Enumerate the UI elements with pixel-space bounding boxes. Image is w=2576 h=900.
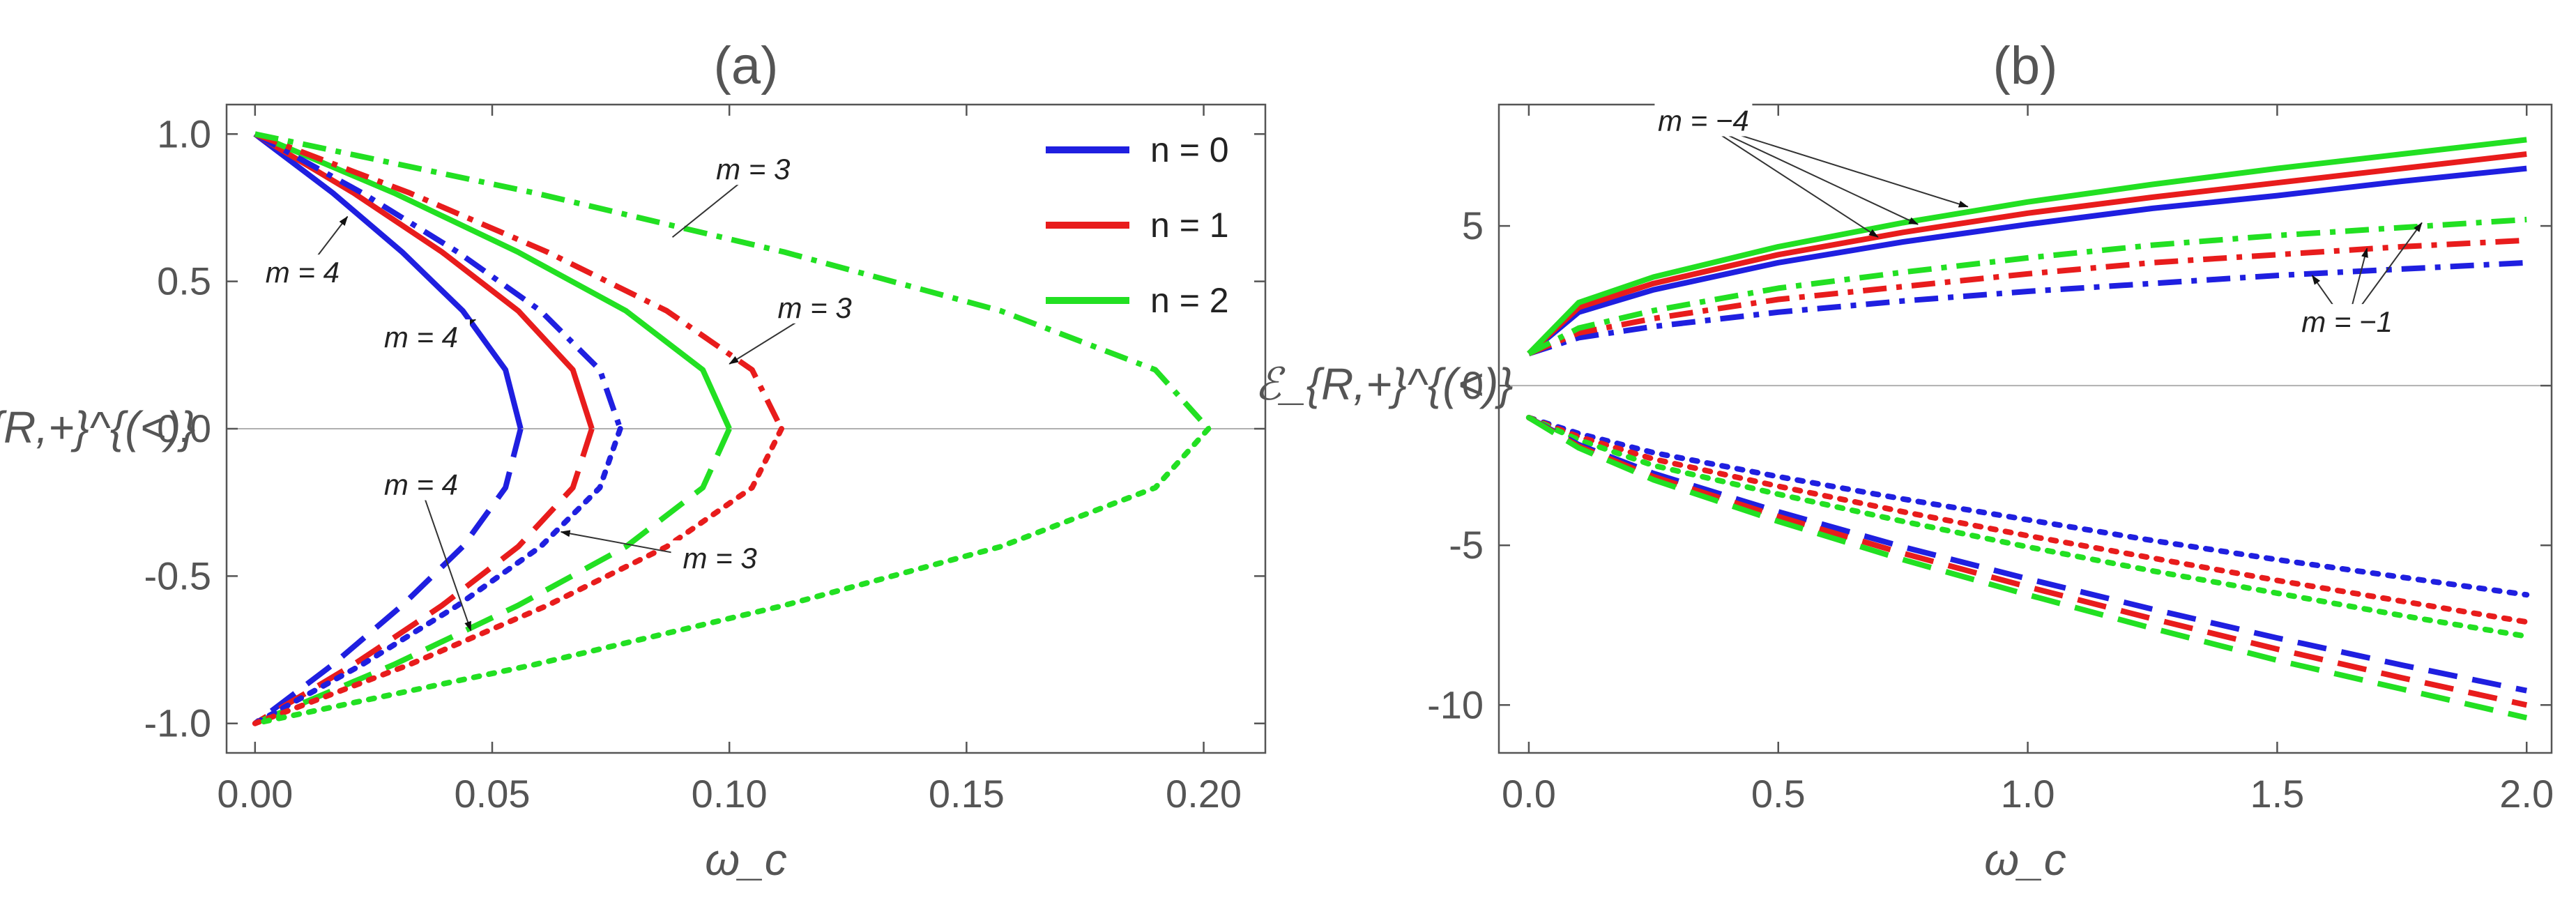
x-tick-label: 1.5	[2250, 772, 2304, 816]
series-line	[252, 426, 1212, 726]
x-tick-label: 0.05	[455, 772, 531, 816]
annotation-label: m = −1	[2301, 305, 2393, 338]
series-line	[1527, 259, 2527, 357]
series-line	[252, 426, 623, 726]
annotation-label-bg	[372, 319, 470, 353]
x-tick-label: 1.0	[2001, 772, 2055, 816]
series-line	[254, 131, 1211, 431]
x-tick-label: 0.5	[1751, 772, 1806, 816]
x-axis-label: ω_c	[705, 834, 786, 885]
annotation-label-bg	[253, 254, 351, 289]
annotation-label: m = 3	[778, 291, 852, 324]
annotation-label: m = −4	[1658, 104, 1749, 137]
annotation-arrow	[1703, 123, 1969, 208]
panel-b-chart: 0.0 0.5 1.0 1.5 2.0 -10 -5 0 5 (b) ω_c ℰ_{R,+}^{(<)…	[1254, 36, 2554, 885]
series-line	[253, 131, 595, 430]
series-line	[254, 131, 732, 430]
annotation-label: m = 4	[384, 321, 458, 353]
x-tick-label: 0.0	[1502, 772, 1556, 816]
panel-a-chart: 0.00 0.05 0.10 0.15 0.20 -1.0 -0.5 0.0 0.5 1.0 (a)…	[0, 36, 1267, 885]
x-tick-label: 0.15	[929, 772, 1005, 816]
y-tick-label: 5	[1462, 204, 1484, 247]
legend-label: n = 0	[1150, 130, 1229, 169]
series-line	[1525, 415, 2530, 639]
annotation-label: m = 3	[683, 542, 756, 574]
series-line	[253, 131, 623, 430]
y-tick-label: 1.0	[157, 112, 211, 155]
y-tick-label: -0.5	[144, 554, 212, 597]
series-line	[1527, 415, 2528, 708]
series-line	[1527, 216, 2527, 356]
annotation-arrow	[420, 487, 472, 632]
series-line	[1527, 237, 2527, 356]
annotation-label-bg	[1654, 102, 1753, 137]
y-tick-label: -5	[1449, 523, 1484, 567]
y-tick-label: 0.0	[157, 406, 211, 450]
legend-label: n = 2	[1150, 281, 1229, 320]
annotation-label-bg	[2298, 304, 2396, 338]
series-line	[1527, 165, 2527, 356]
annotation-label-bg	[372, 466, 470, 501]
annotation-label-bg	[671, 540, 769, 574]
x-tick-label: 0.00	[217, 772, 293, 816]
annotation-label-bg	[765, 289, 864, 323]
annotation-label: m = 4	[266, 256, 340, 289]
series-line	[1527, 151, 2527, 356]
x-tick-label: 2.0	[2499, 772, 2554, 816]
series-line	[1525, 415, 2530, 598]
annotation-label: m = 3	[716, 153, 790, 185]
series-line	[253, 132, 524, 429]
series-line	[253, 427, 595, 726]
plot-frame	[1497, 103, 2553, 754]
series-line	[1527, 415, 2528, 721]
annotation-arrow	[1702, 123, 1879, 238]
y-tick-label: -1.0	[144, 701, 212, 745]
y-tick-label: -10	[1427, 682, 1484, 726]
y-axis-label: ℰ_{R,+}^{(<)}	[0, 402, 196, 452]
series-line	[1525, 415, 2530, 625]
y-tick-label: 0.5	[157, 259, 211, 303]
series-line	[254, 427, 732, 726]
legend-label: n = 1	[1150, 206, 1229, 245]
series-line	[1527, 137, 2527, 356]
x-axis-label: ω_c	[1984, 834, 2066, 885]
y-axis-label: ℰ_{R,+}^{(<)}	[1254, 359, 1513, 409]
series-line	[253, 428, 524, 726]
series-line	[252, 426, 784, 726]
panel-title: (a)	[714, 36, 779, 96]
annotation-label-bg	[704, 151, 802, 185]
x-tick-label: 0.10	[692, 772, 768, 816]
y-tick-label: 0	[1462, 363, 1484, 407]
annotation-label: m = 4	[384, 468, 458, 501]
annotation-arrow	[1702, 123, 1919, 225]
x-tick-label: 0.20	[1166, 772, 1242, 816]
panel-title: (b)	[1993, 36, 2058, 96]
